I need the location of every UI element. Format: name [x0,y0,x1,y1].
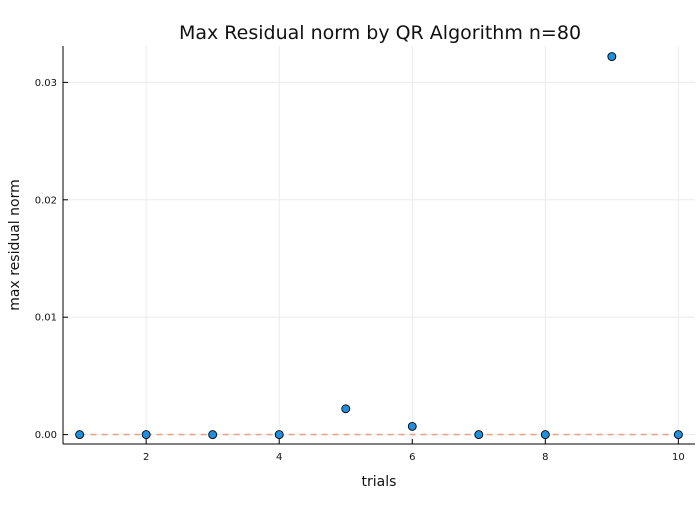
data-point [540,430,550,440]
data-point [607,52,617,62]
chart-title: Max Residual norm by QR Algorithm n=80 [179,22,581,44]
ticks: 2 4 6 8 10 0.00 0.01 0.02 0.03 [35,78,685,463]
data-point [208,430,218,440]
x-tick-label: 10 [672,452,685,463]
data-point [341,404,351,414]
x-tick-label: 2 [143,452,149,463]
x-tick-label: 4 [276,452,282,463]
data-points [75,52,683,440]
axes [62,46,695,445]
y-tick-label: 0.01 [35,313,57,324]
data-point [673,430,683,440]
y-tick-label: 0.00 [35,430,57,441]
data-point [474,430,484,440]
data-point [75,430,85,440]
data-point [407,421,417,431]
data-point [274,430,284,440]
x-tick-label: 6 [409,452,415,463]
grid [63,46,695,444]
y-tick-label: 0.02 [35,195,57,206]
data-point [141,430,151,440]
x-axis-label: trials [362,474,397,490]
y-axis-label: max residual norm [7,179,23,310]
y-tick-label: 0.03 [35,78,57,89]
x-tick-label: 8 [542,452,548,463]
